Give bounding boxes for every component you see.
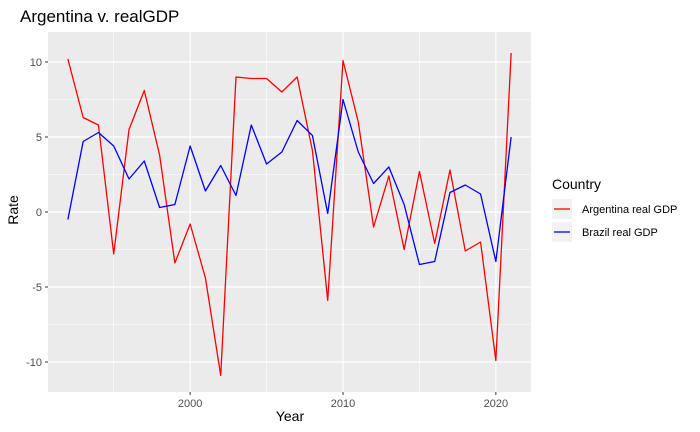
series-lines xyxy=(67,52,512,377)
y-tick-label: -5 xyxy=(32,282,42,294)
legend-label: Argentina real GDP xyxy=(582,204,677,216)
legend: Country Argentina real GDP Brazil real GD… xyxy=(552,176,677,242)
x-axis: 2000 2010 2020 xyxy=(178,392,508,410)
series-line-argentina xyxy=(67,52,512,377)
y-tick-label: 5 xyxy=(36,132,42,144)
y-tick-label: 10 xyxy=(30,57,42,69)
chart-title: Argentina v. realGDP xyxy=(20,7,179,26)
x-tick-label: 2000 xyxy=(178,398,202,410)
y-tick-label: -10 xyxy=(26,357,42,369)
legend-label: Brazil real GDP xyxy=(582,227,658,239)
x-tick-label: 2010 xyxy=(331,398,355,410)
x-axis-title: Year xyxy=(276,408,305,424)
legend-title: Country xyxy=(552,176,601,192)
x-tick-label: 2020 xyxy=(484,398,508,410)
y-axis: -10 -5 0 5 10 xyxy=(26,57,48,369)
y-tick-label: 0 xyxy=(36,207,42,219)
series-line-brazil xyxy=(67,98,512,266)
y-axis-title: Rate xyxy=(5,195,21,225)
